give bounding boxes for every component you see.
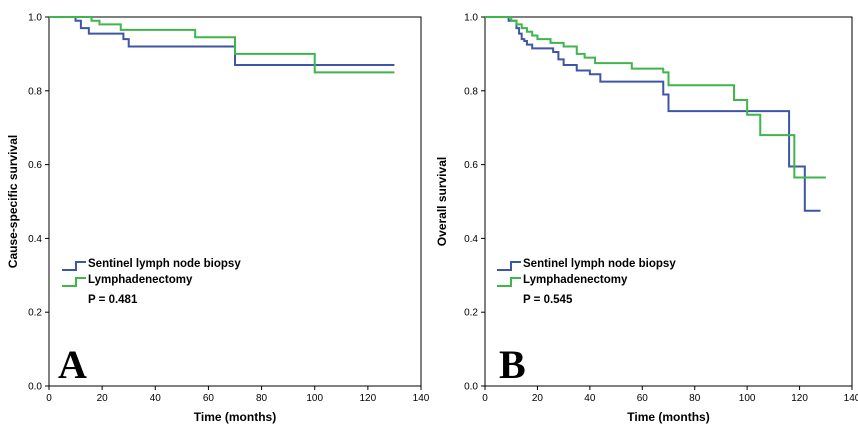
x-tick-label-a: 80 xyxy=(256,393,268,404)
series-line-a-lymphadenectomy xyxy=(49,16,395,74)
x-tick-label-a: 140 xyxy=(413,393,430,404)
legend-swatch-a xyxy=(62,261,86,271)
x-tick-label-b: 0 xyxy=(482,393,488,404)
x-axis-title-a: Time (months) xyxy=(194,410,276,424)
panel-letter-b: B xyxy=(499,342,526,387)
series-line-b-lymphadenectomy xyxy=(485,16,826,179)
y-tick-label-b: 0.8 xyxy=(464,86,478,97)
x-tick-label-b: 80 xyxy=(689,393,701,404)
y-tick-label-a: 0.0 xyxy=(28,382,42,393)
y-tick-label-b: 0.6 xyxy=(464,160,478,171)
x-tick-label-a: 120 xyxy=(360,393,377,404)
x-tick-label-b: 120 xyxy=(791,393,808,404)
panel-letter-a: A xyxy=(58,342,87,387)
y-tick-label-b: 0.4 xyxy=(464,234,478,245)
y-tick-label-a: 0.8 xyxy=(28,86,42,97)
y-tick-label-b: 1.0 xyxy=(464,13,478,24)
legend-swatch-b xyxy=(497,261,521,271)
plot-frame-a xyxy=(48,16,422,387)
x-tick-label-a: 60 xyxy=(203,393,215,404)
x-tick-label-b: 40 xyxy=(584,393,596,404)
legend-label-b: Sentinel lymph node biopsy xyxy=(523,258,676,270)
x-tick-label-a: 40 xyxy=(150,393,162,404)
p-value-b: P = 0.545 xyxy=(523,294,573,306)
x-tick-label-a: 100 xyxy=(306,393,323,404)
legend-swatch-b xyxy=(497,277,521,287)
series-line-a-sentinel xyxy=(49,16,395,66)
chart-panel-a: 0 20 40 60 80 100 120 140 0.0 0.2 0.4 0.6 0.8 1.0 Time… xyxy=(6,13,430,425)
legend-swatch-a xyxy=(62,277,86,287)
y-tick-label-a: 0.6 xyxy=(28,160,42,171)
y-tick-label-a: 0.4 xyxy=(28,234,42,245)
legend-label-a: Sentinel lymph node biopsy xyxy=(88,258,241,270)
legend-label-a: Lymphadenectomy xyxy=(88,274,193,286)
y-tick-label-a: 0.2 xyxy=(28,308,42,319)
chart-a-svg: 0 20 40 60 80 100 120 140 0.0 0.2 0.4 0.6 0.8 1.0 Time… xyxy=(6,13,430,425)
y-axis-title-a: Cause-specific survival xyxy=(6,135,20,268)
y-tick-label-b: 0.2 xyxy=(464,308,478,319)
x-tick-label-b: 100 xyxy=(739,393,756,404)
y-axis-title-b: Overall survival xyxy=(435,157,449,246)
chart-b-svg: 0 20 40 60 80 100 120 140 0.0 0.2 0.4 0.6 0.8 1.0 Time… xyxy=(435,13,858,425)
x-tick-label-b: 140 xyxy=(844,393,858,404)
plot-frame-b xyxy=(484,16,853,387)
p-value-a: P = 0.481 xyxy=(88,294,138,306)
y-tick-label-a: 1.0 xyxy=(28,13,42,24)
x-tick-label-b: 60 xyxy=(637,393,649,404)
x-tick-label-b: 20 xyxy=(532,393,544,404)
legend-label-b: Lymphadenectomy xyxy=(523,274,628,286)
series-line-b-sentinel xyxy=(485,16,821,212)
x-axis-title-b: Time (months) xyxy=(627,410,709,424)
y-tick-label-b: 0.0 xyxy=(464,382,478,393)
chart-panel-b: 0 20 40 60 80 100 120 140 0.0 0.2 0.4 0.6 0.8 1.0 Time… xyxy=(429,0,858,425)
x-tick-label-a: 20 xyxy=(97,393,109,404)
x-tick-label-a: 0 xyxy=(46,393,52,404)
